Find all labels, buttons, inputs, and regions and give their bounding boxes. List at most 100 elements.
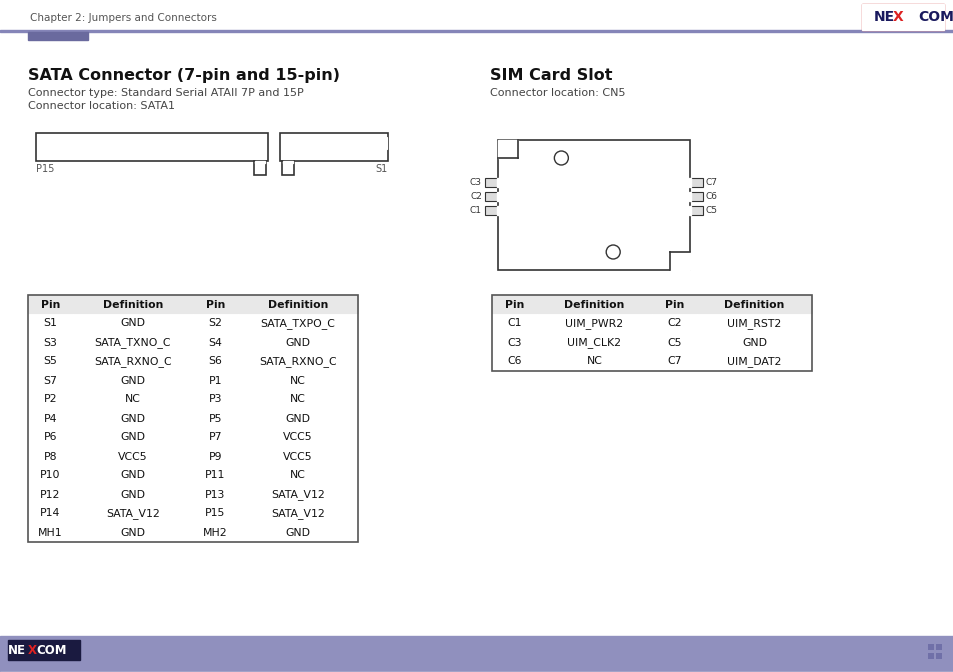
Bar <box>28 32 88 40</box>
Text: S1: S1 <box>44 319 57 329</box>
Text: C7: C7 <box>666 357 681 366</box>
Bar <box>237 504 357 523</box>
Bar <box>669 252 689 270</box>
Bar <box>282 161 294 175</box>
Bar <box>71 137 83 149</box>
Bar <box>280 133 388 161</box>
Bar <box>237 371 357 390</box>
Text: C2: C2 <box>470 192 481 201</box>
Bar <box>237 314 357 333</box>
Text: Connector type: Standard Serial ATAII 7P and 15P: Connector type: Standard Serial ATAII 7P… <box>28 88 303 98</box>
Bar <box>193 333 237 352</box>
Bar <box>193 466 237 485</box>
Bar <box>251 137 263 149</box>
Bar <box>0 30 953 32</box>
Bar <box>237 352 357 371</box>
Bar <box>193 352 237 371</box>
Text: GND: GND <box>120 433 146 442</box>
Text: NC: NC <box>290 376 306 386</box>
Bar <box>537 352 651 371</box>
Text: P10: P10 <box>40 470 61 480</box>
Bar <box>862 4 943 30</box>
Bar <box>237 390 357 409</box>
Text: VCC5: VCC5 <box>118 452 148 462</box>
Bar <box>235 137 248 149</box>
Bar <box>492 333 537 352</box>
Bar <box>73 523 193 542</box>
Bar <box>193 504 237 523</box>
Text: UIM_RST2: UIM_RST2 <box>726 318 781 329</box>
Bar <box>73 371 193 390</box>
Bar <box>193 409 237 428</box>
Text: P13: P13 <box>205 489 226 499</box>
Bar <box>193 314 237 333</box>
Bar <box>651 352 697 371</box>
Bar <box>73 428 193 447</box>
Bar <box>689 206 702 215</box>
Bar <box>484 178 497 187</box>
Bar <box>927 653 933 659</box>
Text: GND: GND <box>285 337 310 347</box>
Bar <box>254 161 265 163</box>
Text: C1: C1 <box>507 319 521 329</box>
Bar <box>862 4 943 30</box>
Bar <box>28 352 73 371</box>
Bar <box>492 314 537 333</box>
Bar <box>935 653 941 659</box>
Text: C6: C6 <box>705 192 718 201</box>
Bar <box>537 333 651 352</box>
Bar <box>28 371 73 390</box>
Text: S6: S6 <box>209 357 222 366</box>
Bar <box>237 485 357 504</box>
Bar <box>73 485 193 504</box>
Text: C5: C5 <box>705 206 718 215</box>
Text: NC: NC <box>290 470 306 480</box>
Bar <box>193 295 237 314</box>
Text: GND: GND <box>120 376 146 386</box>
Bar <box>221 137 233 149</box>
Text: S2: S2 <box>209 319 222 329</box>
Text: NC: NC <box>586 357 601 366</box>
Bar <box>492 295 811 371</box>
Bar <box>8 640 80 660</box>
Bar <box>497 192 498 201</box>
Bar <box>28 390 73 409</box>
Text: SATA_V12: SATA_V12 <box>106 508 160 519</box>
Bar <box>86 137 98 149</box>
Bar <box>161 137 172 149</box>
Bar <box>175 137 188 149</box>
Bar <box>484 192 497 201</box>
Text: P12: P12 <box>40 489 61 499</box>
Bar <box>28 295 357 542</box>
Bar <box>41 137 53 149</box>
Bar <box>651 295 697 314</box>
Bar <box>285 137 296 149</box>
Text: X: X <box>892 10 902 24</box>
Text: P15: P15 <box>36 164 54 174</box>
Bar <box>314 137 327 149</box>
Text: GND: GND <box>120 470 146 480</box>
Bar <box>28 485 73 504</box>
Bar <box>651 333 697 352</box>
Bar <box>345 137 356 149</box>
Bar <box>689 192 702 201</box>
Bar <box>651 314 697 333</box>
Text: Pin: Pin <box>41 300 60 310</box>
Bar <box>492 352 537 371</box>
Bar <box>927 644 933 650</box>
Text: SATA_RXNO_C: SATA_RXNO_C <box>259 356 336 367</box>
Bar <box>697 352 811 371</box>
Bar <box>689 178 702 187</box>
Bar <box>28 295 73 314</box>
Text: SATA_TXPO_C: SATA_TXPO_C <box>260 318 335 329</box>
Bar <box>28 314 73 333</box>
Text: UIM_CLK2: UIM_CLK2 <box>567 337 620 348</box>
Bar <box>28 523 73 542</box>
Text: Connector location: CN5: Connector location: CN5 <box>490 88 625 98</box>
Text: COM: COM <box>917 10 953 24</box>
Text: P15: P15 <box>205 509 226 519</box>
Text: C1: C1 <box>470 206 481 215</box>
Bar <box>73 466 193 485</box>
Bar <box>73 352 193 371</box>
Bar <box>237 466 357 485</box>
